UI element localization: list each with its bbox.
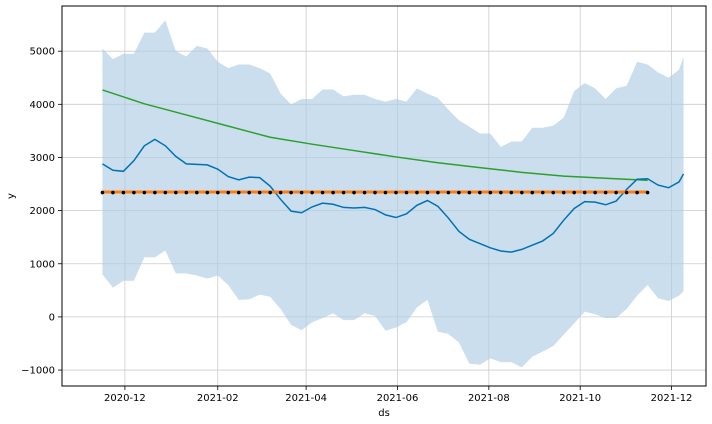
data-point	[572, 190, 576, 195]
data-point	[111, 190, 115, 195]
data-point	[593, 190, 597, 195]
data-point	[194, 190, 199, 195]
data-point	[509, 190, 514, 195]
data-point	[174, 190, 178, 195]
plot-frame	[61, 5, 707, 387]
data-point	[467, 190, 472, 195]
data-point	[257, 190, 262, 195]
data-point	[582, 190, 587, 195]
data-point	[499, 190, 503, 195]
data-point	[121, 190, 126, 195]
data-point	[614, 190, 618, 195]
data-point	[624, 190, 629, 195]
data-point	[530, 190, 535, 195]
x-tick-label: 2021-10	[559, 393, 601, 404]
data-point	[352, 190, 356, 195]
data-point	[551, 190, 556, 195]
data-point	[446, 190, 451, 195]
data-point	[310, 190, 314, 195]
data-point	[362, 190, 367, 195]
data-point	[540, 190, 545, 195]
x-tick-label: 2021-04	[285, 393, 327, 404]
data-point	[163, 190, 168, 195]
data-point	[645, 190, 650, 195]
data-point	[394, 190, 398, 195]
x-tick-label: 2021-12	[651, 393, 693, 404]
data-point	[132, 190, 136, 195]
data-point	[373, 190, 377, 195]
x-axis-ticks: 2020-12 2021-02 2021-04 2021-06 2021-08 2021-…	[104, 386, 692, 404]
data-point	[404, 190, 409, 195]
y-tick-label: 1000	[30, 259, 55, 270]
trend-line	[102, 89, 648, 182]
data-point	[184, 190, 189, 195]
data-point	[488, 190, 493, 195]
data-point	[457, 190, 461, 195]
y-axis-label: y	[6, 193, 17, 199]
data-point	[205, 190, 210, 195]
x-tick-label: 2020-12	[104, 393, 146, 404]
data-point	[603, 190, 608, 195]
data-point	[268, 190, 272, 195]
observed-points	[100, 190, 650, 195]
y-tick-label: −1000	[21, 366, 55, 377]
data-point	[215, 190, 220, 195]
data-point	[383, 190, 388, 195]
data-point	[320, 190, 325, 195]
data-point	[299, 190, 304, 195]
data-point	[635, 190, 639, 195]
data-point	[100, 190, 105, 195]
y-tick-label: 4000	[30, 100, 55, 111]
x-tick-label: 2021-06	[377, 393, 419, 404]
data-point	[153, 190, 157, 195]
y-tick-label: 2000	[30, 206, 55, 217]
data-point	[278, 190, 283, 195]
y-tick-label: 0	[49, 312, 55, 323]
y-tick-label: 5000	[30, 47, 55, 58]
x-tick-label: 2021-02	[197, 393, 239, 404]
y-axis-ticks: −1000 0 1000 2000 3000 4000 5000	[21, 47, 62, 377]
data-point	[236, 190, 241, 195]
x-axis-label: ds	[378, 408, 390, 419]
uncertainty-band	[102, 20, 684, 368]
data-point	[331, 190, 335, 195]
data-point	[142, 190, 147, 195]
data-point	[226, 190, 231, 195]
data-point	[561, 190, 566, 195]
data-point	[247, 190, 252, 195]
data-point	[415, 190, 419, 195]
data-point	[436, 190, 440, 195]
data-point	[519, 190, 524, 195]
x-tick-label: 2021-08	[468, 393, 510, 404]
data-point	[341, 190, 346, 195]
data-point	[478, 190, 482, 195]
y-tick-label: 3000	[30, 153, 55, 164]
forecast-line	[102, 138, 685, 253]
data-point	[425, 190, 430, 195]
data-point	[289, 190, 293, 195]
